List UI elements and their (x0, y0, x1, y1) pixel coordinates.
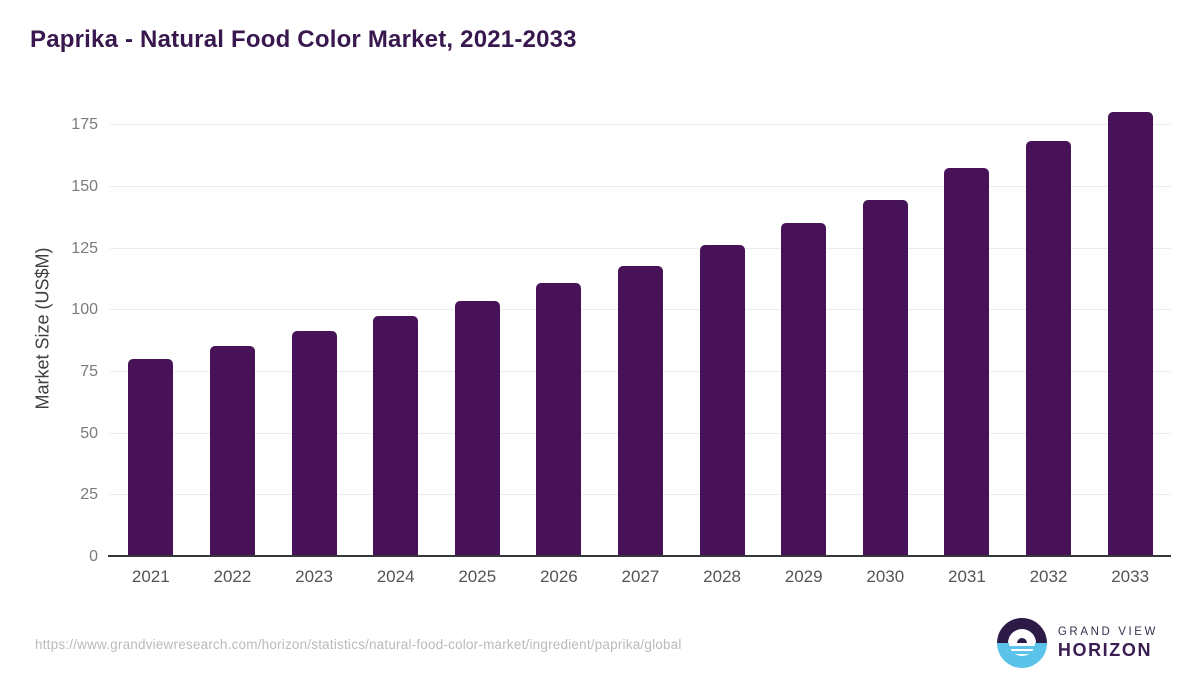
bar-2030[interactable] (862, 199, 908, 557)
x-tick-label-2027: 2027 (621, 567, 660, 586)
bar-2023[interactable] (291, 331, 337, 557)
gridline-125 (110, 247, 1171, 249)
grand-view-horizon-logo: GRAND VIEW HORIZON (996, 616, 1158, 670)
logo-line2: HORIZON (1057, 639, 1153, 660)
y-axis-label: Market Size (US$M) (32, 247, 53, 410)
bar-slot-2022 (192, 100, 274, 557)
logo-wordmark: GRAND VIEW HORIZON (1058, 626, 1158, 661)
x-tick-label-2026: 2026 (539, 567, 578, 586)
y-tick-label-75: 75 (80, 363, 98, 381)
icon-reflection-slit (1008, 651, 1035, 654)
bar-2032[interactable] (1026, 140, 1071, 557)
bar-slot-2025 (436, 100, 518, 557)
bar-slot-2024 (355, 100, 437, 557)
logo-line1: GRAND VIEW (1057, 625, 1158, 638)
source-url: https://www.grandviewresearch.com/horizo… (35, 637, 682, 652)
bar-slot-2030 (844, 100, 926, 557)
y-tick-label-150: 150 (71, 178, 98, 196)
y-tick-label-50: 50 (80, 424, 98, 442)
x-axis-tick-labels: 2021 2022 2023 2024 2025 2026 2027 2028 2029 2030… (110, 567, 1171, 587)
x-tick-label-2022: 2022 (213, 567, 252, 586)
plot-area: 0 25 50 75 100 125 150 175 (71, 100, 1171, 565)
x-tick-label-2028: 2028 (703, 567, 741, 586)
bar-2033[interactable] (1107, 112, 1153, 557)
gridline-175 (110, 124, 1171, 126)
horizon-sun-icon (996, 618, 1047, 668)
chart-title: Paprika - Natural Food Color Market, 202… (30, 26, 577, 53)
bar-2029[interactable] (781, 223, 827, 557)
bar-2022[interactable] (209, 345, 255, 557)
y-tick-label-175: 175 (71, 116, 98, 134)
bar-slot-2027 (600, 100, 682, 557)
x-tick-label-2029: 2029 (784, 567, 823, 586)
y-tick-label-100: 100 (71, 301, 98, 319)
bar-slot-2023 (273, 100, 355, 557)
bar-2021[interactable] (128, 358, 174, 557)
bar-slot-2028 (681, 100, 763, 557)
bar-slot-2021 (110, 100, 192, 557)
bar-slot-2026 (518, 100, 600, 557)
bar-2025[interactable] (454, 300, 500, 557)
bar-2028[interactable] (699, 245, 745, 557)
x-tick-label-2032: 2032 (1029, 567, 1068, 586)
x-tick-label-2033: 2033 (1111, 567, 1150, 586)
y-tick-label-0: 0 (89, 548, 98, 565)
bar-slot-2032 (1008, 100, 1090, 557)
icon-sun-arch (1007, 629, 1036, 643)
bar-2027[interactable] (617, 265, 663, 557)
x-tick-label-2023: 2023 (295, 567, 333, 586)
x-tick-label-2031: 2031 (947, 567, 986, 586)
y-tick-label-125: 125 (71, 239, 98, 257)
icon-reflection-slit (1008, 646, 1035, 649)
x-axis-line (108, 555, 1171, 557)
bar-slot-2033 (1089, 100, 1171, 557)
x-tick-label-2030: 2030 (866, 567, 905, 586)
x-tick-label-2025: 2025 (458, 567, 497, 586)
bar-slot-2029 (763, 100, 845, 557)
y-tick-label-25: 25 (80, 486, 98, 504)
x-tick-label-2024: 2024 (376, 567, 415, 586)
gridline-150 (110, 186, 1171, 188)
bar-2031[interactable] (944, 167, 990, 557)
bar-slot-2031 (926, 100, 1008, 557)
icon-sun-arch-hole (1016, 638, 1027, 643)
icon-sun-reflection (1008, 643, 1035, 656)
bar-2024[interactable] (373, 316, 419, 557)
x-tick-label-2021: 2021 (131, 567, 170, 586)
bar-series (110, 100, 1171, 557)
bar-2026[interactable] (536, 283, 582, 557)
